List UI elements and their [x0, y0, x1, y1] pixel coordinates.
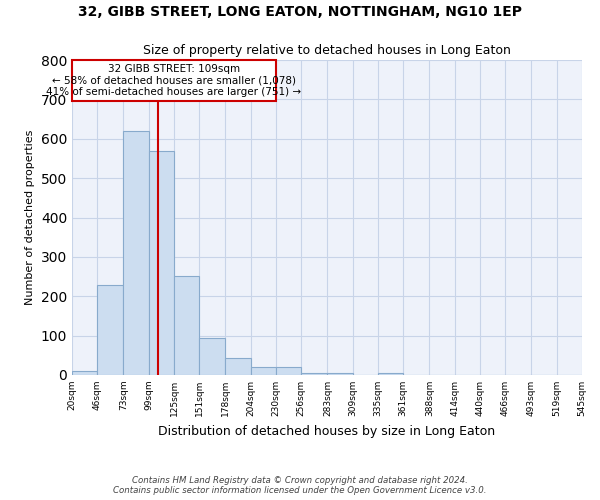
Y-axis label: Number of detached properties: Number of detached properties [25, 130, 35, 305]
Bar [328, 373, 353, 375]
Bar [251, 367, 276, 375]
X-axis label: Distribution of detached houses by size in Long Eaton: Distribution of detached houses by size … [158, 424, 496, 438]
Text: 32, GIBB STREET, LONG EATON, NOTTINGHAM, NG10 1EP: 32, GIBB STREET, LONG EATON, NOTTINGHAM,… [78, 5, 522, 19]
Text: 32 GIBB STREET: 109sqm
← 58% of detached houses are smaller (1,078)
41% of semi-: 32 GIBB STREET: 109sqm ← 58% of detached… [46, 64, 302, 98]
Bar [226, 358, 251, 375]
Bar [378, 373, 403, 375]
Bar [174, 276, 199, 375]
Bar [199, 338, 226, 375]
Bar [97, 285, 124, 375]
Title: Size of property relative to detached houses in Long Eaton: Size of property relative to detached ho… [143, 44, 511, 58]
Bar [124, 131, 149, 375]
Text: Contains HM Land Registry data © Crown copyright and database right 2024.
Contai: Contains HM Land Registry data © Crown c… [113, 476, 487, 495]
Bar [301, 373, 328, 375]
Bar [72, 371, 97, 375]
Bar [149, 152, 174, 375]
Bar [276, 367, 301, 375]
FancyBboxPatch shape [72, 60, 276, 102]
